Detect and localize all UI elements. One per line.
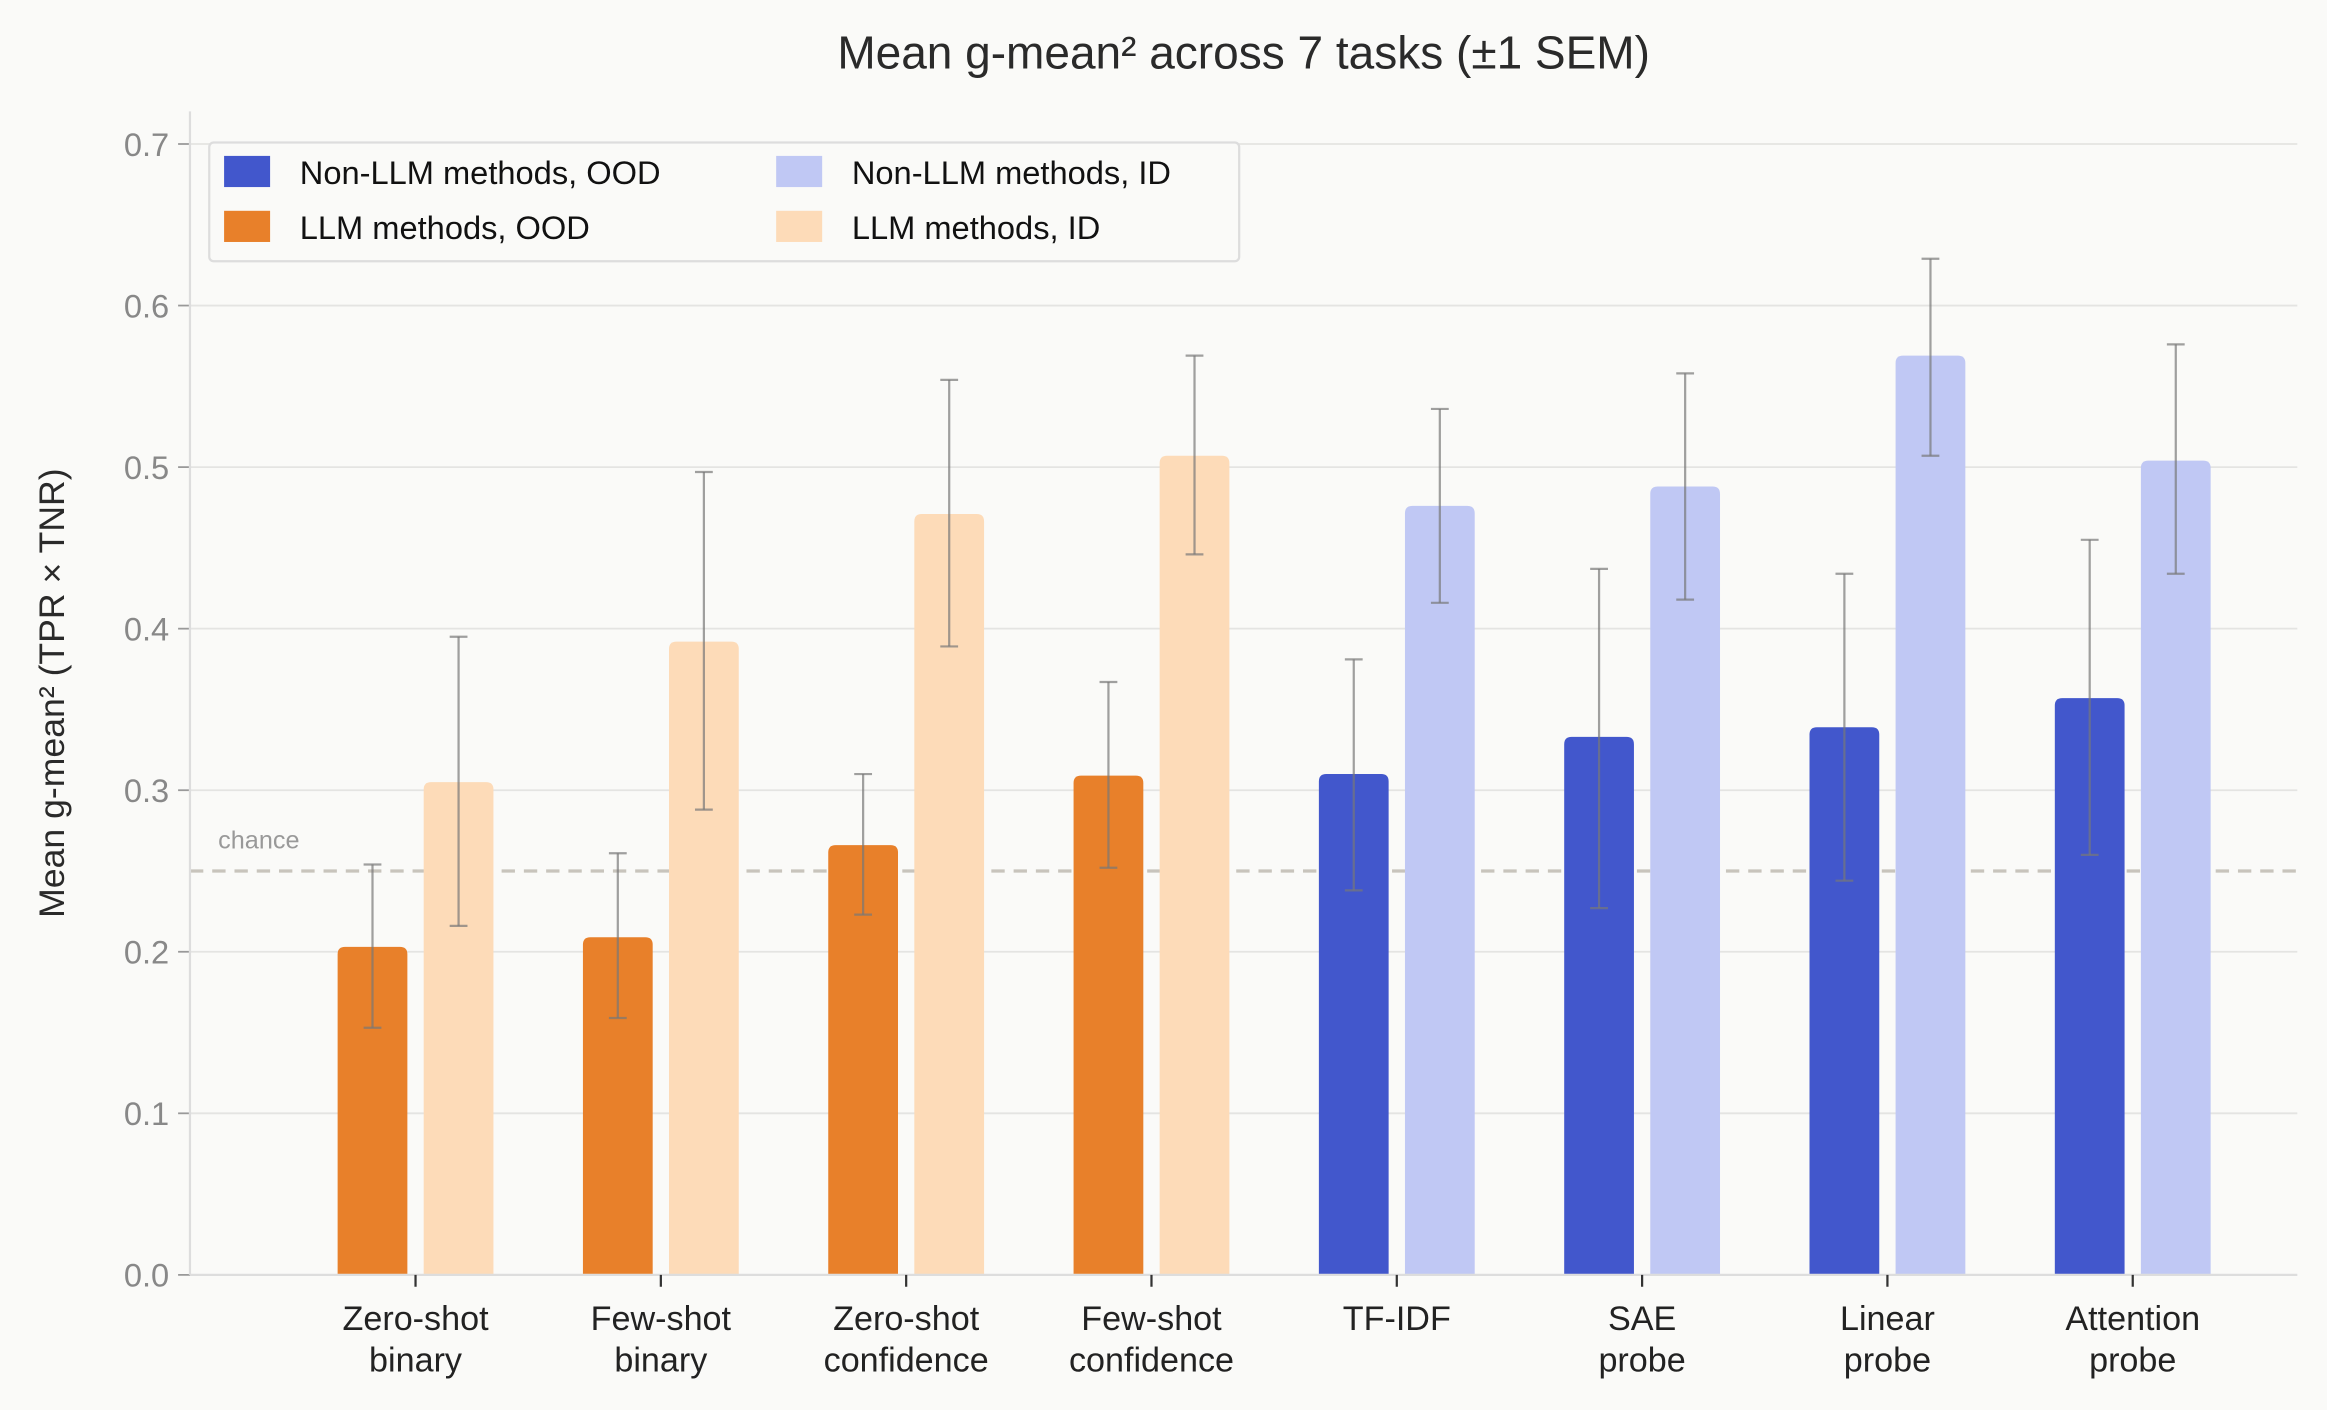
legend-frame <box>208 141 1241 263</box>
legend-label: Non-LLM methods, OOD <box>300 154 661 191</box>
x-tick-label: TF-IDF <box>1343 1300 1451 1338</box>
bar-id <box>914 513 985 1275</box>
bar-ood <box>2054 698 2125 1275</box>
bar-id <box>423 782 494 1275</box>
bar-ood <box>1073 775 1144 1275</box>
x-tick-label: Attention <box>2065 1300 2200 1338</box>
y-tick-label: 0.3 <box>124 772 169 809</box>
x-tick-label: probe <box>1844 1341 1931 1379</box>
x-tick-label: probe <box>1598 1341 1685 1379</box>
legend-swatch <box>776 155 823 188</box>
y-tick-label: 0.1 <box>124 1095 169 1132</box>
bar-id <box>2140 460 2211 1275</box>
legend-swatch <box>224 155 271 188</box>
bar-id <box>1895 355 1966 1275</box>
x-tick-label: binary <box>614 1341 707 1379</box>
y-tick-label: 0.2 <box>124 934 169 971</box>
x-tick-label: SAE <box>1608 1300 1676 1338</box>
legend-swatch <box>776 210 823 242</box>
chance-label: chance <box>218 827 299 855</box>
x-tick-label: Zero-shot <box>833 1300 980 1338</box>
bar-id <box>1159 455 1230 1275</box>
bar-ood <box>828 845 899 1275</box>
x-tick-label: confidence <box>824 1341 989 1379</box>
x-tick-label: confidence <box>1069 1341 1234 1379</box>
bar-ood <box>1564 736 1634 1275</box>
legend-label: LLM methods, ID <box>852 209 1100 246</box>
x-tick-label: Few-shot <box>591 1300 732 1338</box>
y-tick-label: 0.4 <box>124 611 169 648</box>
x-tick-label: probe <box>2089 1341 2176 1379</box>
legend-label: LLM methods, OOD <box>300 209 590 246</box>
legend-label: Non-LLM methods, ID <box>852 154 1171 191</box>
y-axis-label: Mean g-mean² (TPR × TNR) <box>32 468 72 918</box>
bar-ood <box>337 946 408 1275</box>
x-tick-label: Linear <box>1840 1300 1935 1338</box>
y-tick-label: 0.6 <box>124 287 169 324</box>
bar-id <box>1650 486 1721 1275</box>
x-tick-label: Few-shot <box>1081 1300 1222 1338</box>
x-tick-label: Zero-shot <box>343 1300 490 1338</box>
y-tick-label: 0.0 <box>124 1257 169 1294</box>
bar-ood <box>1809 727 1880 1275</box>
y-tick-label: 0.5 <box>124 449 169 486</box>
bar-ood <box>582 937 653 1275</box>
y-tick-label: 0.7 <box>124 126 169 163</box>
x-tick-label: binary <box>369 1341 462 1379</box>
legend: Non-LLM methods, OOD Non-LLM methods, ID L… <box>208 141 1241 263</box>
chart-title: Mean g-mean² across 7 tasks (±1 SEM) <box>837 26 1650 78</box>
bar-id <box>1404 505 1475 1275</box>
bar-id <box>669 641 739 1275</box>
bar-ood <box>1318 774 1389 1275</box>
legend-swatch <box>224 210 271 242</box>
